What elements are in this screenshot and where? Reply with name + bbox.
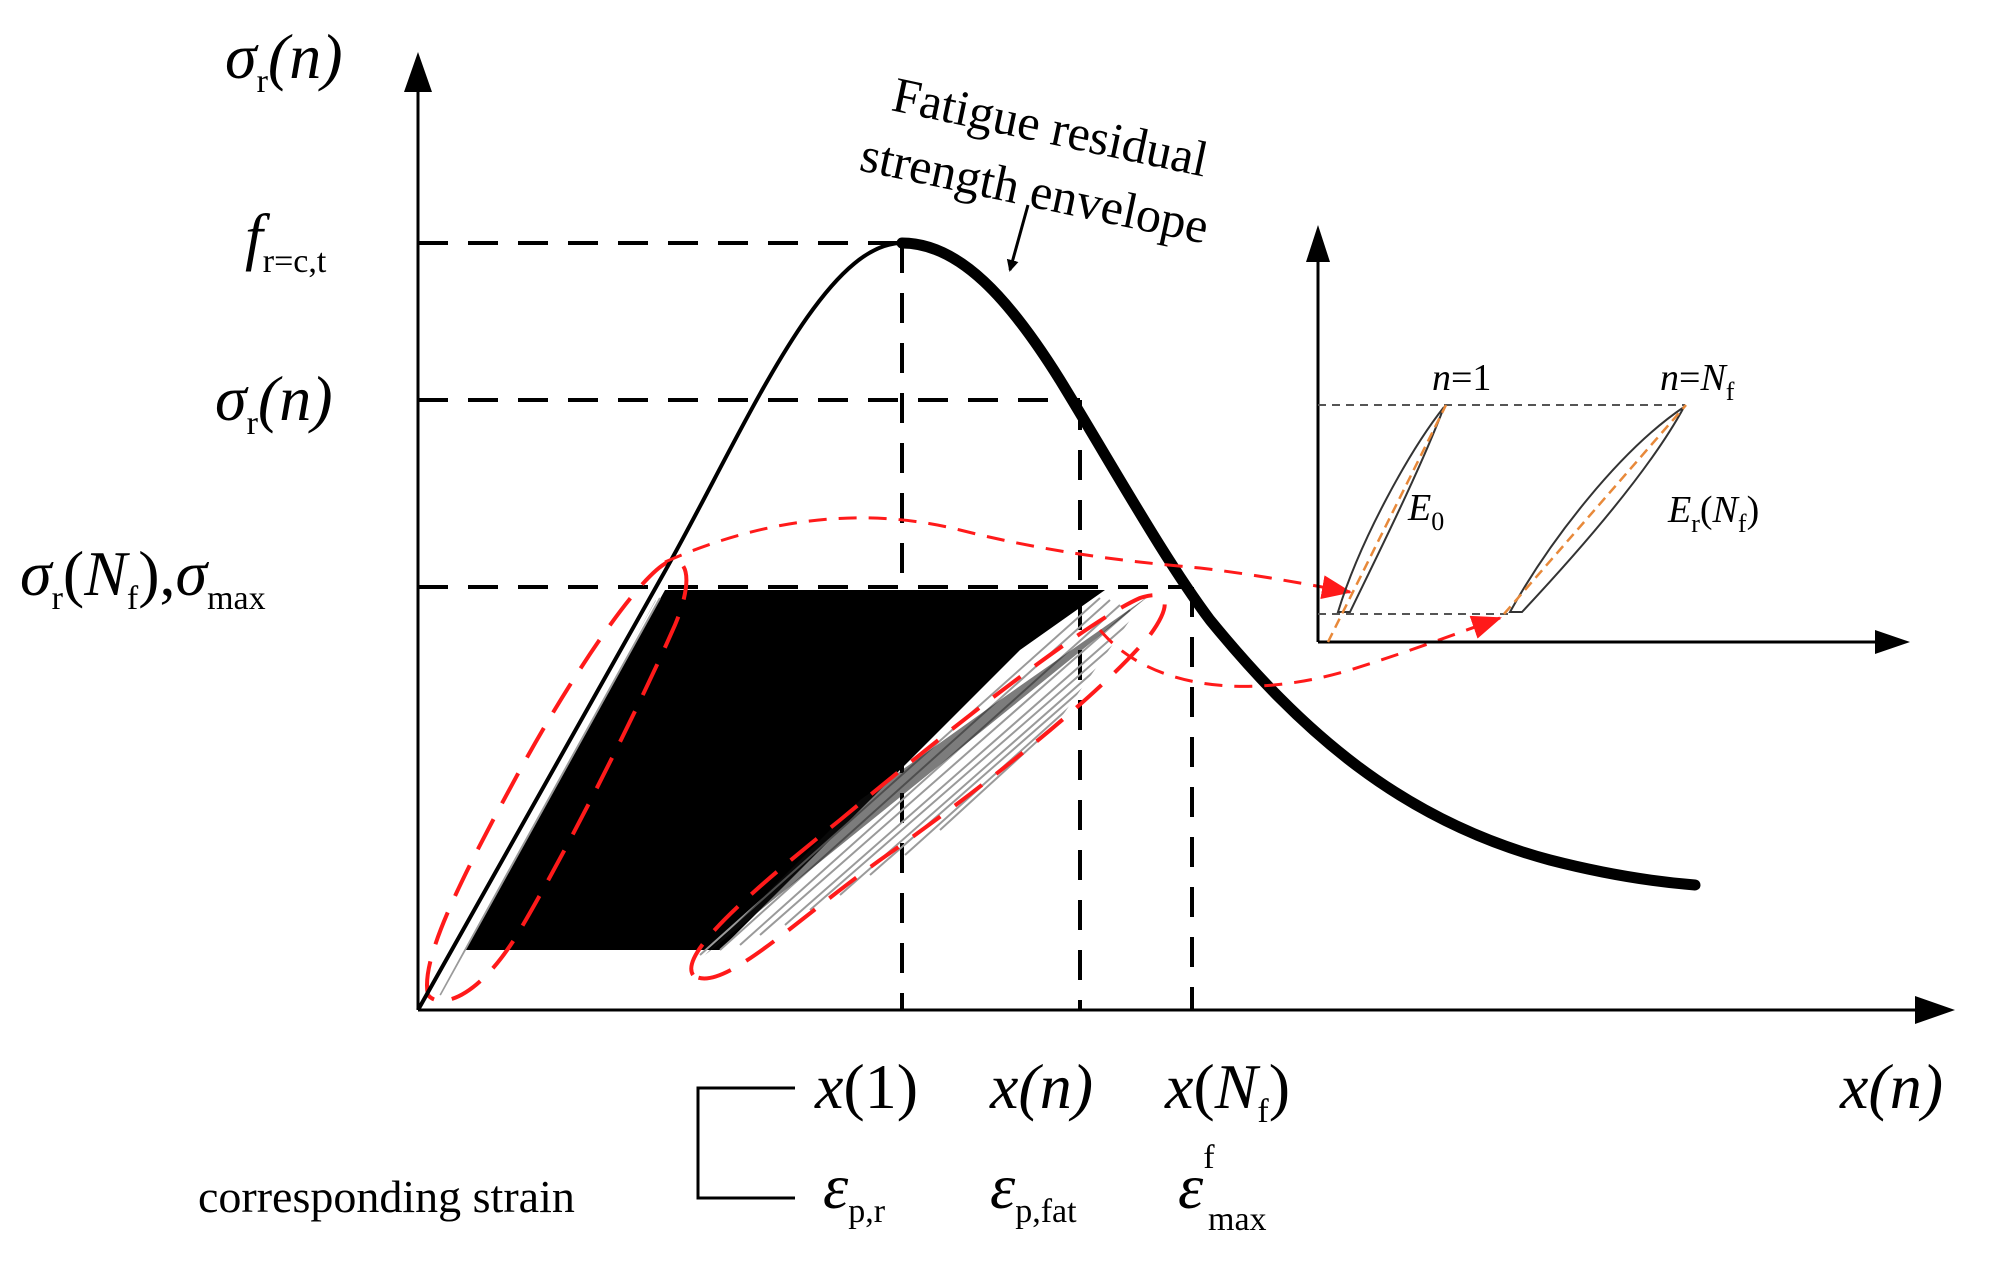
plastic-strain-first-label: εp,r [823,1151,886,1230]
envelope-curve [416,237,1701,1011]
last-cycle-label: n=Nf [1660,357,1735,406]
ascending-branch [416,241,903,1011]
axis-labels: σr(n) x(n) [225,21,1943,1122]
last-cycle-ellipse [689,593,1167,981]
max-strain-failure-sub: max [1208,1201,1267,1238]
first-cycle-label: n=1 [1432,357,1491,399]
y-axis-arrowhead [404,52,432,92]
max-strain-failure-label: εf [1178,1139,1215,1222]
strain-row-label: corresponding strain [198,1171,575,1222]
x-axis-label: x(n) [1839,1051,1943,1122]
x-level-labels: x(1) x(n) x(Nf) [814,1051,1290,1130]
residual-modulus-label: Er(Nf) [1667,489,1759,538]
peak-strength-label: fr=c,t [245,201,327,280]
initial-modulus-line [1326,404,1448,643]
inset-diagram [1306,225,1910,654]
hysteresis-loops [430,590,1150,1001]
first-cycle-connector [664,516,1352,599]
residual-modulus-line [1503,404,1687,615]
hysteresis-outer-band [705,595,1150,955]
inset-y-arrowhead [1306,225,1330,262]
inset-x-arrowhead [1875,630,1910,654]
highlight-ellipses [425,559,1167,1003]
first-cycle-x-label: x(1) [814,1051,918,1122]
inset-labels: n=1 n=Nf E0 Er(Nf) [1407,357,1759,538]
first-cycle-ellipse [425,559,689,1003]
strain-row: corresponding strain εp,r εp,fat εf max [198,1086,1267,1238]
current-cycle-x-label: x(n) [989,1051,1093,1122]
last-cycle-connector [1098,615,1502,688]
descending-branch [896,237,1701,891]
y-axis-label: σr(n) [225,21,343,100]
hysteresis-fill [465,590,1105,950]
failure-cycle-x-label: x(Nf) [1164,1051,1290,1130]
inset-connectors [664,516,1502,688]
current-strength-label: σr(n) [215,363,333,442]
initial-modulus-label: E0 [1407,487,1444,536]
strain-bracket [696,1086,795,1200]
x-axis-arrowhead [1915,996,1955,1024]
plastic-strain-fatigue-label: εp,fat [990,1151,1077,1230]
y-level-labels: fr=c,t σr(n) σr(Nf),σmax [20,201,333,617]
annotation-pointer [1006,204,1030,272]
failure-strength-label: σr(Nf),σmax [20,538,266,617]
